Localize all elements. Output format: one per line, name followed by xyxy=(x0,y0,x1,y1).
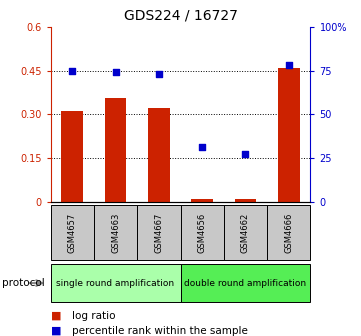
Bar xyxy=(235,199,256,202)
Text: GSM4663: GSM4663 xyxy=(111,212,120,253)
Title: GDS224 / 16727: GDS224 / 16727 xyxy=(123,9,238,23)
Text: ■: ■ xyxy=(51,311,61,321)
Text: GSM4667: GSM4667 xyxy=(155,212,163,253)
Point xyxy=(69,68,75,73)
Text: GSM4662: GSM4662 xyxy=(241,213,250,253)
Bar xyxy=(61,111,83,202)
Text: GSM4657: GSM4657 xyxy=(68,213,77,253)
Bar xyxy=(191,199,213,202)
Text: percentile rank within the sample: percentile rank within the sample xyxy=(72,326,248,336)
Point xyxy=(113,70,118,75)
Point xyxy=(243,152,248,157)
Text: protocol: protocol xyxy=(2,278,44,288)
Bar xyxy=(148,109,170,202)
Text: single round amplification: single round amplification xyxy=(56,279,175,288)
Text: log ratio: log ratio xyxy=(72,311,116,321)
Text: ■: ■ xyxy=(51,326,61,336)
Point xyxy=(199,145,205,150)
Text: double round amplification: double round amplification xyxy=(184,279,306,288)
Point xyxy=(286,62,292,68)
Text: GSM4666: GSM4666 xyxy=(284,212,293,253)
Bar xyxy=(278,68,300,202)
Point xyxy=(156,71,162,77)
Bar xyxy=(105,98,126,202)
Text: GSM4656: GSM4656 xyxy=(198,213,206,253)
